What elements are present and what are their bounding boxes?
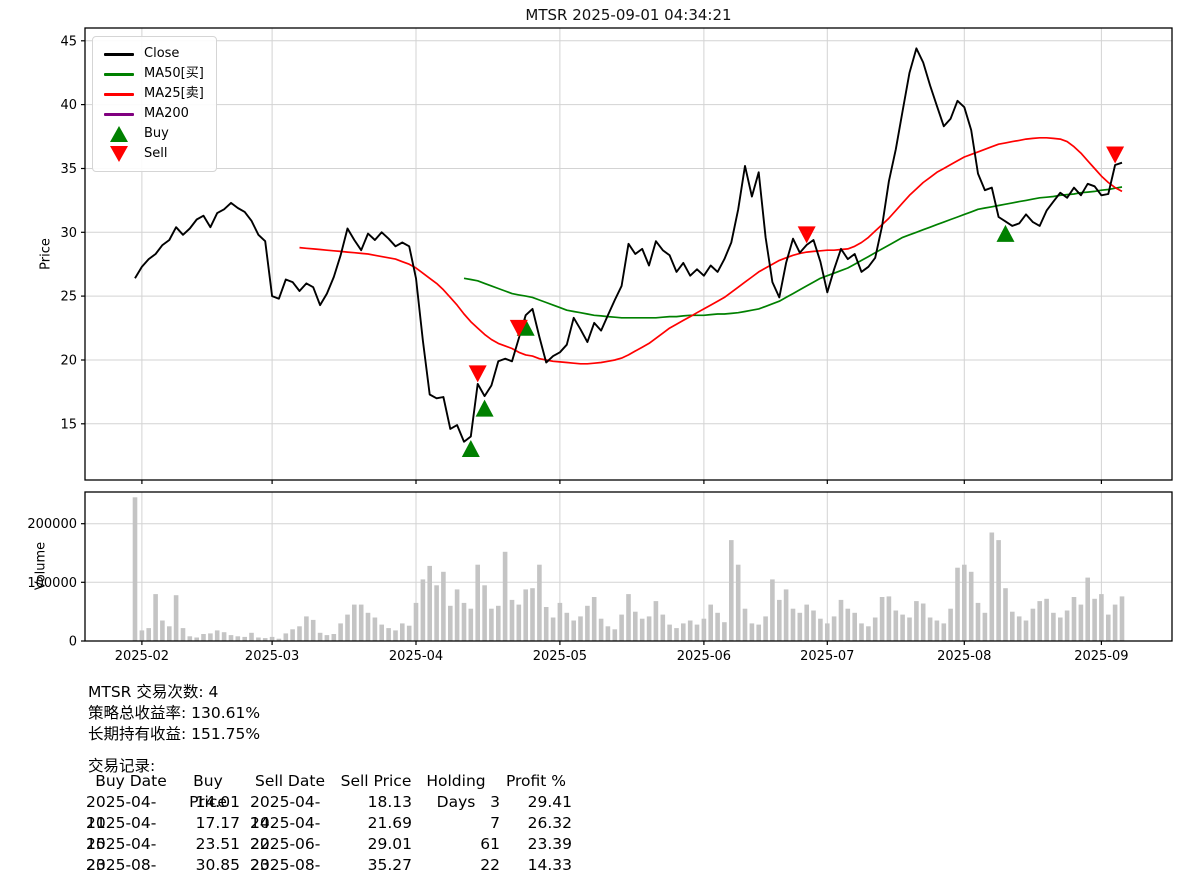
strategy-stats: MTSR 交易次数: 4 策略总收益率: 130.61% 长期持有收益: 151… [88, 682, 260, 777]
volume-panel-border [84, 491, 1173, 642]
sell-marker [468, 365, 487, 383]
volume-axis-label: Volume [33, 541, 49, 591]
cell-sell-price: 29.01 [367, 835, 412, 853]
legend-label: MA50[买] [144, 66, 204, 81]
cell-sell-date: 2025-04-14 [250, 793, 321, 832]
volume-y-tick-label: 0 [69, 635, 77, 650]
cell-profit: 29.41 [527, 793, 572, 811]
x-tick-label: 2025-04 [389, 649, 443, 664]
cell-sell-price: 35.27 [367, 856, 412, 872]
col-header-sell-date: Sell Date [255, 772, 325, 790]
cell-sell-price: 21.69 [367, 814, 412, 832]
sell-marker-icon [103, 146, 135, 162]
legend-label: MA25[卖] [144, 86, 204, 101]
price-y-tick-label: 35 [60, 162, 77, 177]
col-header-buy-price: Buy Price [189, 772, 227, 811]
cell-buy-price: 23.51 [195, 835, 240, 853]
legend-label: Close [144, 46, 180, 61]
price-y-tick-label: 45 [60, 34, 77, 49]
trade-records-table: Buy Date Buy Price Sell Date Sell Price … [86, 771, 572, 872]
table-row: 2025-04-11 14.01 2025-04-14 18.13 3 29.4… [86, 792, 572, 832]
cell-sell-price: 18.13 [367, 793, 412, 811]
x-tick-label: 2025-02 [115, 649, 169, 664]
buy-marker [996, 224, 1015, 242]
table-row: 2025-04-23 23.51 2025-06-23 29.01 61 23.… [86, 834, 572, 872]
close-line-icon [103, 52, 135, 56]
legend-item-ma50: MA50[买] [103, 64, 204, 84]
cell-profit: 14.33 [527, 856, 572, 872]
cell-buy-price: 14.01 [195, 793, 240, 811]
sell-marker [509, 319, 528, 337]
legend-item-ma25: MA25[卖] [103, 84, 204, 104]
legend-label: MA200 [144, 106, 189, 121]
price-y-tick-label: 15 [60, 417, 77, 432]
legend-label: Buy [144, 126, 169, 141]
cell-sell-date: 2025-08-29 [250, 856, 321, 872]
buy-marker [461, 440, 480, 457]
price-panel-border [84, 27, 1173, 481]
x-tick-label: 2025-06 [677, 649, 731, 664]
cell-sell-date: 2025-06-23 [250, 835, 321, 872]
ma25-line-icon [103, 92, 135, 96]
cell-buy-date: 2025-04-15 [86, 814, 157, 853]
cell-buy-price: 30.85 [195, 856, 240, 872]
legend-item-close: Close [103, 44, 204, 64]
volume-bars [132, 497, 1125, 641]
cell-holding-days: 7 [490, 814, 500, 832]
price-y-tick-label: 20 [60, 354, 77, 369]
x-tick-label: 2025-09 [1074, 649, 1128, 664]
price-y-tick-label: 25 [60, 290, 77, 305]
legend-item-ma200: MA200 [103, 104, 204, 124]
legend-label: Sell [144, 146, 168, 161]
cell-buy-date: 2025-08-07 [86, 856, 157, 872]
cell-holding-days: 61 [480, 835, 500, 853]
buy-marker-icon [103, 126, 135, 142]
ma200-line-icon [103, 112, 135, 116]
chart-title: MTSR 2025-09-01 04:34:21 [525, 6, 732, 24]
sell-marker [797, 226, 816, 244]
strategy-return-line: 策略总收益率: 130.61% [88, 704, 261, 722]
cell-profit: 26.32 [527, 814, 572, 832]
price-volume-chart: 15 20 25 30 35 40 45 0 100000 200000 2025-02 2025-0… [27, 27, 1173, 664]
cell-buy-date: 2025-04-11 [86, 793, 157, 832]
cell-profit: 23.39 [527, 835, 572, 853]
price-y-tick-label: 30 [60, 226, 77, 241]
ma50-line-icon [103, 72, 135, 76]
legend-item-sell: Sell [103, 144, 204, 164]
cell-buy-date: 2025-04-23 [86, 835, 157, 872]
x-tick-label: 2025-08 [937, 649, 991, 664]
table-row: 2025-08-07 30.85 2025-08-29 35.27 22 14.… [86, 855, 572, 872]
col-header-profit: Profit % [505, 772, 567, 790]
col-header-buy-date: Buy Date [95, 772, 167, 790]
col-header-sell-price: Sell Price [340, 772, 412, 790]
trade-count-line: MTSR 交易次数: 4 [88, 683, 219, 701]
cell-sell-date: 2025-04-22 [250, 814, 321, 853]
cell-holding-days: 3 [490, 793, 500, 811]
cell-holding-days: 22 [480, 856, 500, 872]
x-tick-label: 2025-07 [800, 649, 854, 664]
volume-y-tick-label: 100000 [27, 576, 77, 591]
buy-marker [475, 399, 494, 417]
price-y-tick-label: 40 [60, 98, 77, 113]
close-line [134, 47, 1123, 443]
table-header-row: Buy Date Buy Price Sell Date Sell Price … [86, 771, 572, 811]
table-row: 2025-04-15 17.17 2025-04-22 21.69 7 26.3… [86, 813, 572, 853]
legend-item-buy: Buy [103, 124, 204, 144]
x-tick-label: 2025-03 [245, 649, 299, 664]
legend: Close MA50[买] MA25[卖] MA200 Buy Sell [92, 36, 217, 172]
sell-marker [1106, 146, 1125, 164]
trade-records-label: 交易记录: [88, 757, 156, 775]
x-tick-label: 2025-05 [533, 649, 587, 664]
ma25-line [299, 136, 1123, 365]
volume-y-tick-label: 200000 [27, 517, 77, 532]
ma50-line [463, 186, 1123, 319]
cell-buy-price: 17.17 [195, 814, 240, 832]
col-header-holding-days: Holding Days [426, 772, 486, 811]
hold-return-line: 长期持有收益: 151.75% [88, 725, 261, 743]
price-axis-label: Price [38, 238, 54, 270]
